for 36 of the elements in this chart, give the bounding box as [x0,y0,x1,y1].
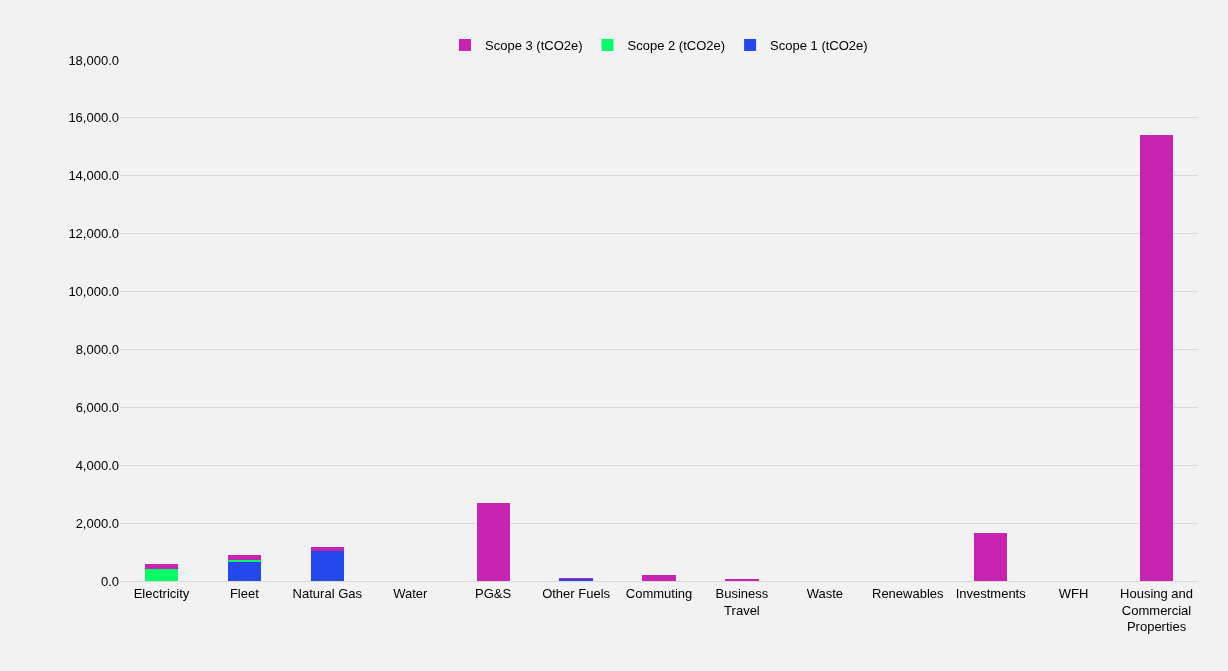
x-tick-label: Commuting [625,585,693,601]
x-tick-label: Electricity [133,585,190,601]
bar [642,574,676,581]
bar [144,564,179,569]
legend-label: Scope 1 (tCO2e) [770,38,868,54]
x-tick-label: Water [393,585,428,601]
x-tick-label: Fleet [229,585,260,601]
y-tick-label: 14,000.0 [68,168,119,184]
bar [1139,135,1174,581]
y-tick-label: 16,000.0 [68,110,119,126]
x-tick-label: Housing and Commercial Properties [1120,585,1194,635]
y-tick-label: 10,000.0 [68,284,119,300]
bar [310,551,344,581]
legend-label: Scope 2 (tCO2e) [627,38,726,54]
bar [227,561,261,581]
x-tick-label: PG&S [475,585,512,601]
x-tick-label: Renewables [872,585,945,601]
legend-label: Scope 3 (tCO2e) [485,38,583,54]
bar [974,533,1008,581]
x-tick-label: Other Fuels [542,585,611,601]
bar [227,559,261,562]
y-tick-label: 6,000.0 [75,399,119,415]
y-tick-label: 8,000.0 [75,341,119,357]
y-tick-label: 0.0 [100,573,119,589]
x-tick-label: Investments [955,585,1027,601]
y-tick-label: 2,000.0 [75,515,119,531]
bar [227,555,261,560]
x-tick-label: Business Travel [715,585,769,618]
x-tick-label: WFH [1058,585,1089,601]
bar [476,502,510,581]
y-tick-label: 4,000.0 [75,457,119,473]
x-tick-label: Natural Gas [292,585,363,601]
bar [144,568,179,581]
x-tick-label: Waste [806,585,844,601]
y-tick-label: 12,000.0 [68,226,119,242]
y-tick-label: 18,000.0 [68,52,119,68]
